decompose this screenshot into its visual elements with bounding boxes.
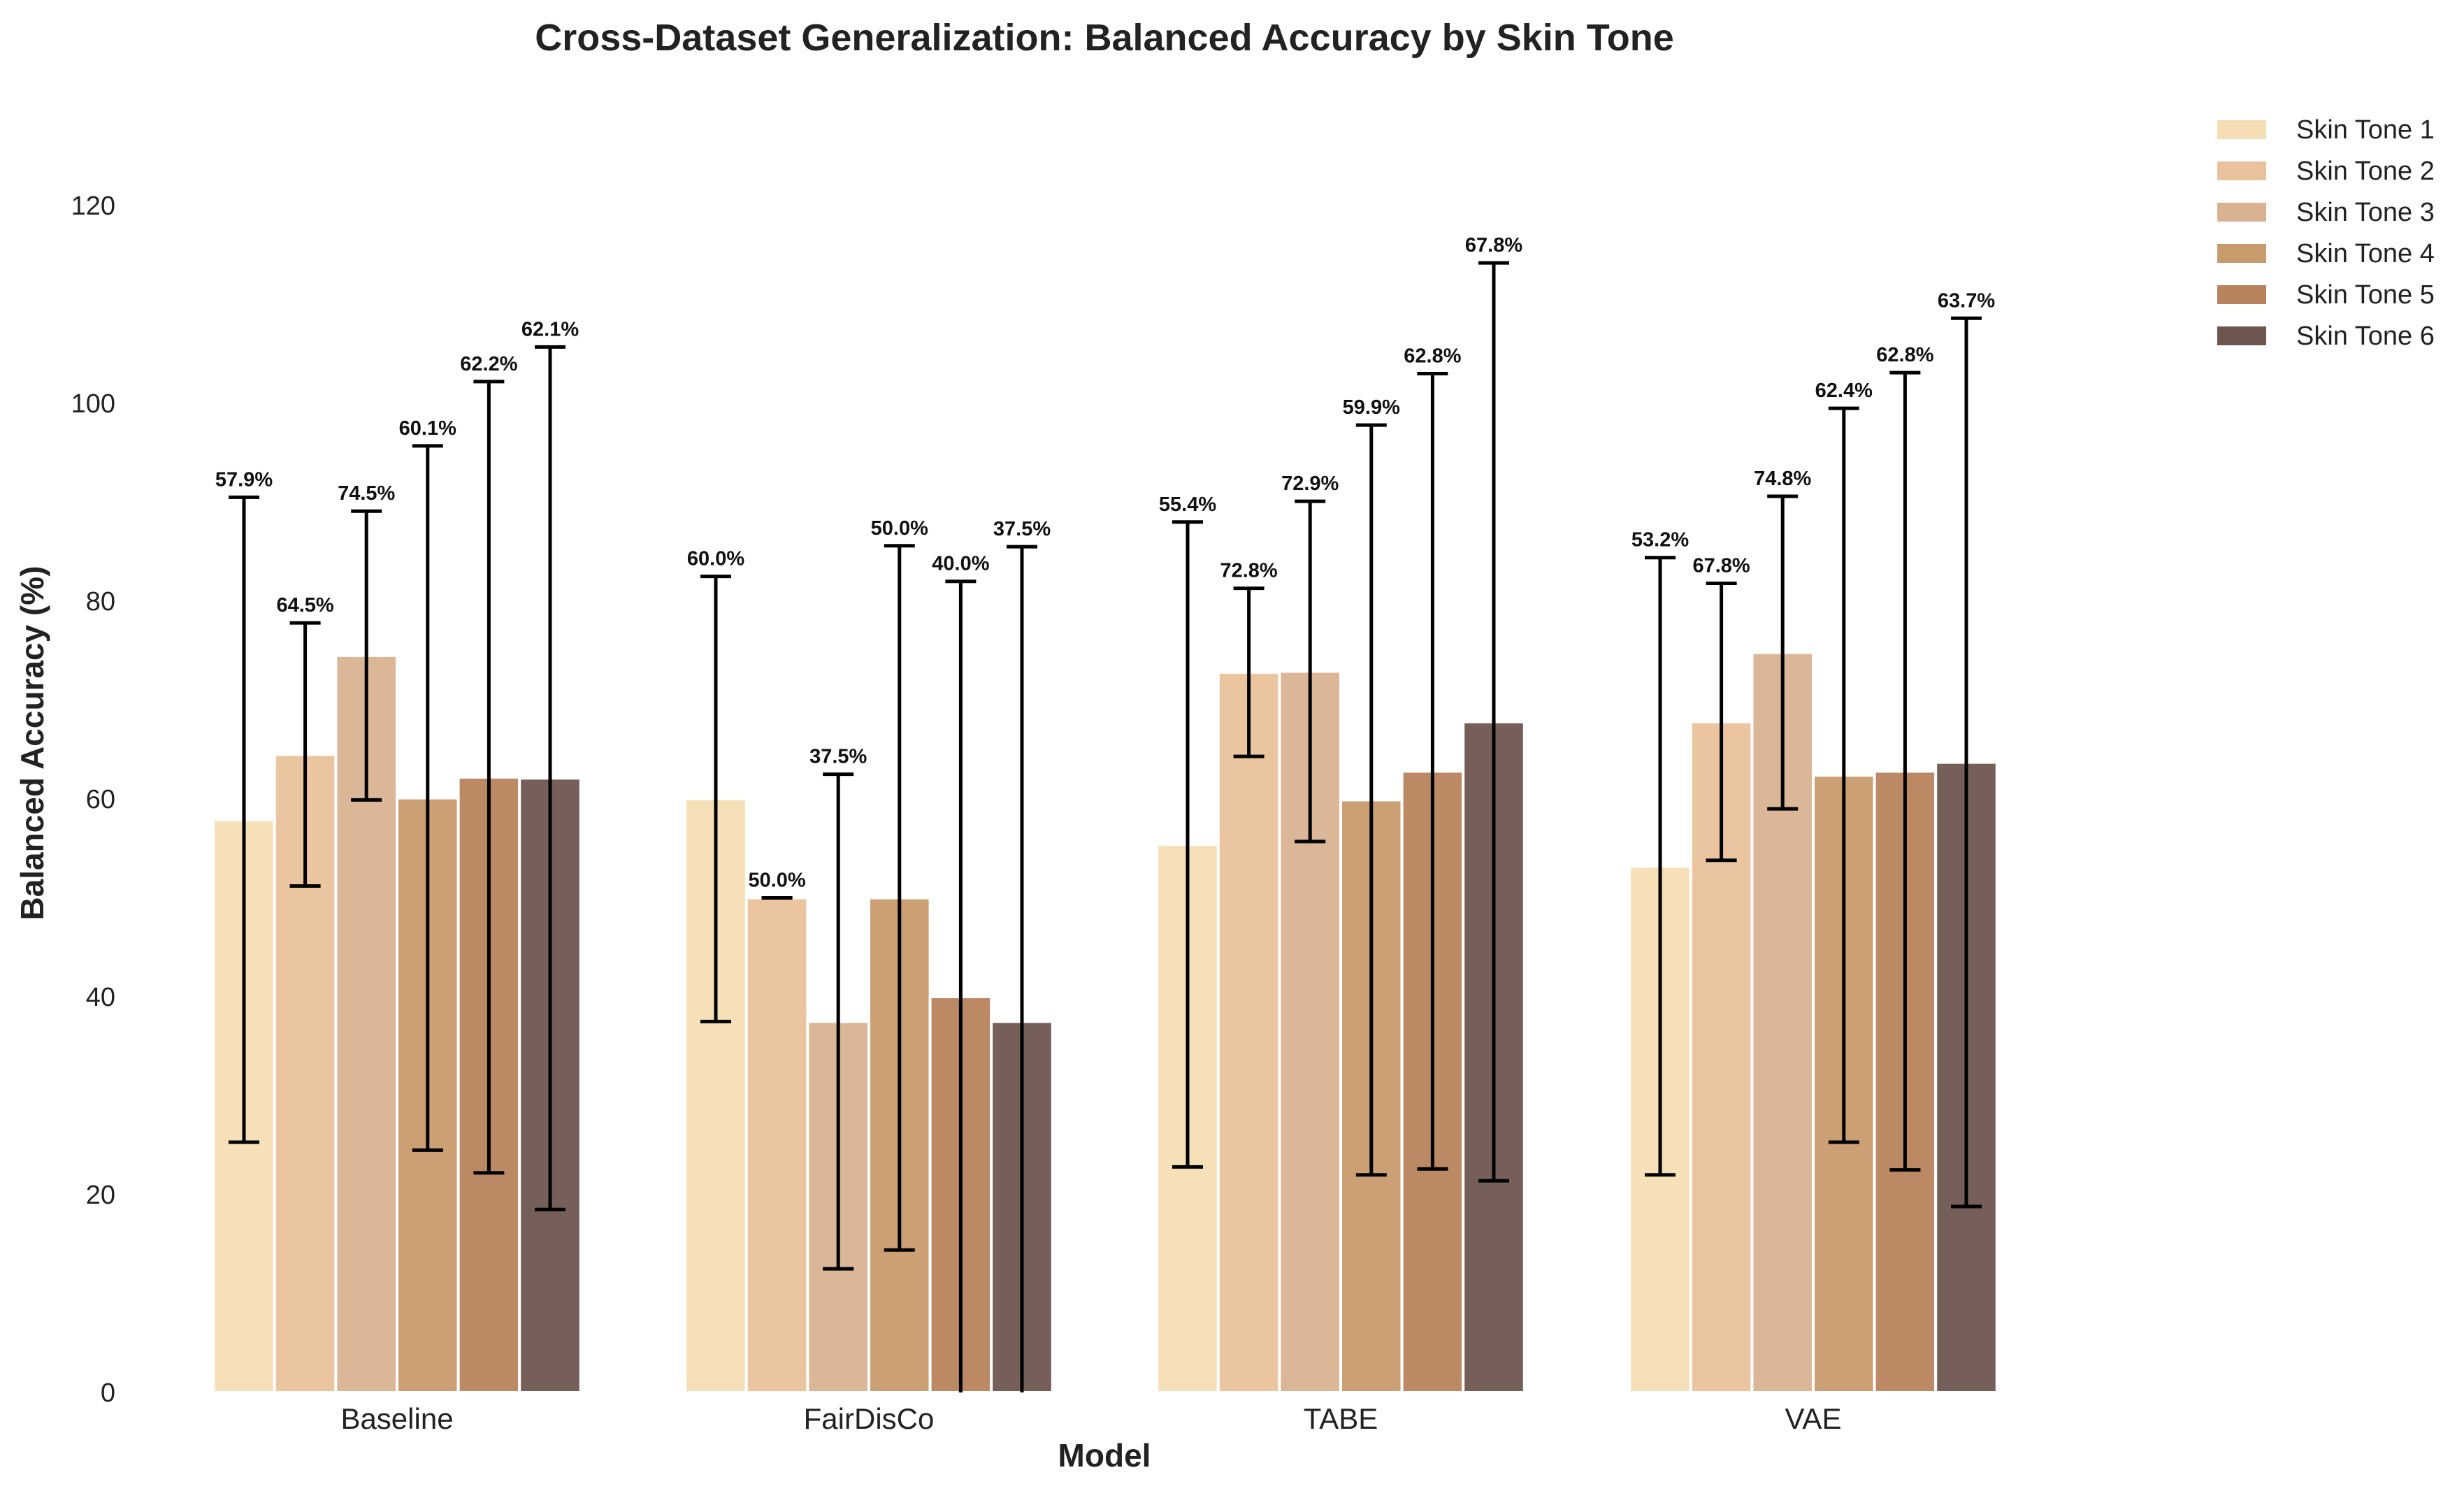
legend-swatch-tone-4 <box>2217 244 2266 263</box>
data-label-vae-tone-3: 74.8% <box>1754 468 1811 490</box>
bar-tabe-tone-2 <box>1216 670 1281 1394</box>
error-bar-vae-tone-1 <box>1645 556 1676 1177</box>
data-label-baseline-tone-3: 74.5% <box>338 482 395 505</box>
data-label-tabe-tone-1: 55.4% <box>1159 494 1216 516</box>
error-bar-vae-tone-3 <box>1767 494 1799 811</box>
error-bar-fairdisco-tone-6 <box>1007 545 1037 1392</box>
error-bar-baseline-tone-3 <box>351 509 382 802</box>
x-tick-label-baseline: Baseline <box>340 1402 453 1435</box>
error-bar-baseline-tone-2 <box>289 621 321 888</box>
data-label-tabe-tone-5: 62.8% <box>1404 345 1461 368</box>
error-bar-baseline-tone-6 <box>535 345 565 1211</box>
data-label-vae-tone-5: 62.8% <box>1876 344 1933 366</box>
error-bar-vae-tone-2 <box>1706 582 1737 863</box>
legend-swatch-tone-5 <box>2217 285 2266 304</box>
data-label-fairdisco-tone-6: 37.5% <box>993 518 1051 540</box>
y-tick-group: 0 20 40 60 80 100 120 <box>71 192 115 1408</box>
error-bar-tabe-tone-1 <box>1172 520 1203 1169</box>
data-label-baseline-tone-2: 64.5% <box>276 594 333 617</box>
data-label-tabe-tone-4: 59.9% <box>1343 396 1400 419</box>
error-bar-tabe-tone-6 <box>1478 261 1509 1183</box>
data-label-fairdisco-tone-4: 50.0% <box>871 517 928 540</box>
legend-label-tone-5: Skin Tone 5 <box>2296 280 2435 310</box>
error-bar-baseline-tone-4 <box>412 444 443 1152</box>
legend-swatch-tone-1 <box>2217 120 2266 139</box>
data-label-fairdisco-tone-3: 37.5% <box>809 746 867 768</box>
x-tick-label-fairdisco: FairDisCo <box>804 1402 935 1435</box>
error-bar-tabe-tone-5 <box>1417 372 1448 1171</box>
error-bar-vae-tone-6 <box>1951 316 1982 1209</box>
error-bar-group <box>229 261 1982 1392</box>
y-tick-label: 80 <box>86 587 115 617</box>
error-bar-fairdisco-tone-3 <box>823 772 854 1271</box>
error-bar-tabe-tone-2 <box>1233 586 1265 758</box>
legend-label-tone-3: Skin Tone 3 <box>2296 198 2435 227</box>
data-label-baseline-tone-4: 60.1% <box>399 417 456 440</box>
data-label-fairdisco-tone-5: 40.0% <box>932 553 989 575</box>
legend-swatch-tone-2 <box>2217 161 2266 180</box>
error-bar-tabe-tone-4 <box>1355 423 1387 1177</box>
y-axis-label: Balanced Accuracy (%) <box>14 566 50 920</box>
data-label-baseline-tone-6: 62.1% <box>521 318 579 340</box>
error-bar-vae-tone-4 <box>1828 406 1859 1144</box>
bar-fairdisco-tone-2 <box>744 896 809 1394</box>
data-label-fairdisco-tone-1: 60.0% <box>687 548 744 570</box>
data-label-tabe-tone-2: 72.8% <box>1220 560 1277 582</box>
legend-swatch-tone-3 <box>2217 203 2266 222</box>
x-tick-label-tabe: TABE <box>1304 1402 1378 1435</box>
legend-label-tone-4: Skin Tone 4 <box>2296 239 2435 268</box>
data-label-tabe-tone-6: 67.8% <box>1465 234 1522 257</box>
legend-label-tone-1: Skin Tone 1 <box>2296 115 2435 145</box>
y-tick-label: 20 <box>86 1181 115 1210</box>
y-tick-label: 100 <box>71 389 115 419</box>
legend: Skin Tone 1 Skin Tone 2 Skin Tone 3 Skin To… <box>2217 115 2435 351</box>
data-label-vae-tone-4: 62.4% <box>1815 380 1873 402</box>
data-label-tabe-tone-3: 72.9% <box>1281 473 1339 495</box>
y-tick-label: 120 <box>71 192 115 221</box>
data-label-vae-tone-2: 67.8% <box>1692 555 1750 577</box>
error-bar-baseline-tone-1 <box>229 495 259 1144</box>
x-axis-label: Model <box>1058 1437 1151 1474</box>
data-label-fairdisco-tone-2: 50.0% <box>748 870 805 892</box>
legend-swatch-tone-6 <box>2217 326 2266 345</box>
data-label-vae-tone-6: 63.7% <box>1938 289 1995 312</box>
x-category-group: Baseline FairDisCo TABE VAE <box>340 1402 1841 1435</box>
error-bar-fairdisco-tone-1 <box>700 575 731 1023</box>
error-bar-tabe-tone-3 <box>1295 499 1326 844</box>
legend-label-tone-2: Skin Tone 2 <box>2296 157 2435 186</box>
x-tick-label-vae: VAE <box>1785 1402 1842 1435</box>
error-bar-baseline-tone-5 <box>473 380 505 1175</box>
chart-title: Cross-Dataset Generalization: Balanced A… <box>535 17 1674 59</box>
data-label-vae-tone-1: 53.2% <box>1631 529 1689 552</box>
data-label-baseline-tone-5: 62.2% <box>460 353 517 375</box>
y-tick-label: 0 <box>101 1378 115 1408</box>
y-tick-label: 60 <box>86 785 115 814</box>
error-bar-fairdisco-tone-5 <box>945 579 977 1392</box>
error-bar-fairdisco-tone-4 <box>884 544 915 1252</box>
y-tick-label: 40 <box>86 983 115 1012</box>
data-label-group: 57.9% 64.5% 74.5% 60.1% 62.2%62.1% 60.0% 50.0%… <box>215 234 1995 891</box>
error-bar-vae-tone-5 <box>1889 370 1921 1172</box>
data-label-baseline-tone-1: 57.9% <box>215 468 273 491</box>
legend-label-tone-6: Skin Tone 6 <box>2296 322 2435 351</box>
